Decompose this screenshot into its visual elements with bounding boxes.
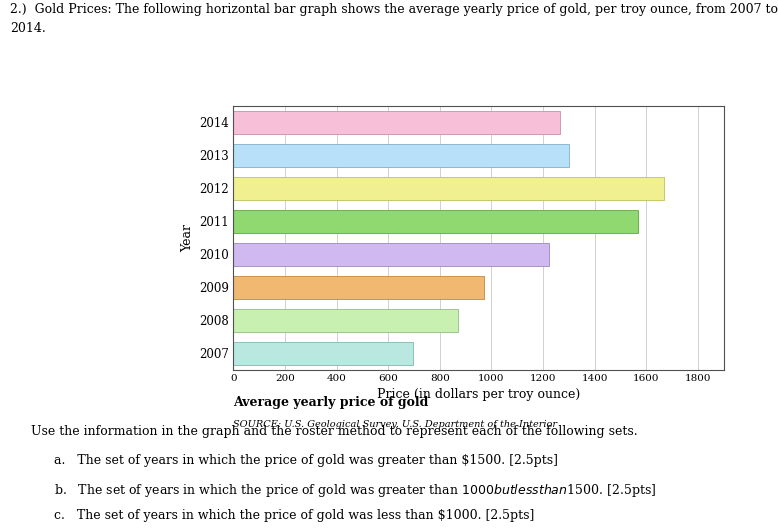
Bar [233,308,458,332]
Bar [233,176,664,200]
Bar [233,144,569,167]
Text: SOURCE: U.S. Geological Survey, U.S. Department of the Interior: SOURCE: U.S. Geological Survey, U.S. Dep… [233,420,557,429]
Text: c.   The set of years in which the price of gold was less than $1000. [2.5pts]: c. The set of years in which the price o… [54,509,534,522]
Bar [233,210,639,233]
Text: Use the information in the graph and the roster method to represent each of the : Use the information in the graph and the… [31,425,638,438]
X-axis label: Price (in dollars per troy ounce): Price (in dollars per troy ounce) [377,388,580,401]
Text: 2014.: 2014. [10,22,46,35]
Text: b.   The set of years in which the price of gold was greater than $1000 but less: b. The set of years in which the price o… [54,482,657,498]
Bar [233,276,484,299]
Bar [233,110,560,134]
Y-axis label: Year: Year [180,223,194,252]
Text: a.   The set of years in which the price of gold was greater than $1500. [2.5pts: a. The set of years in which the price o… [54,454,559,467]
Text: 2.)  Gold Prices: The following horizontal bar graph shows the average yearly pr: 2.) Gold Prices: The following horizonta… [10,3,778,16]
Text: Average yearly price of gold: Average yearly price of gold [233,396,429,409]
Bar [233,342,413,365]
Bar [233,242,549,266]
